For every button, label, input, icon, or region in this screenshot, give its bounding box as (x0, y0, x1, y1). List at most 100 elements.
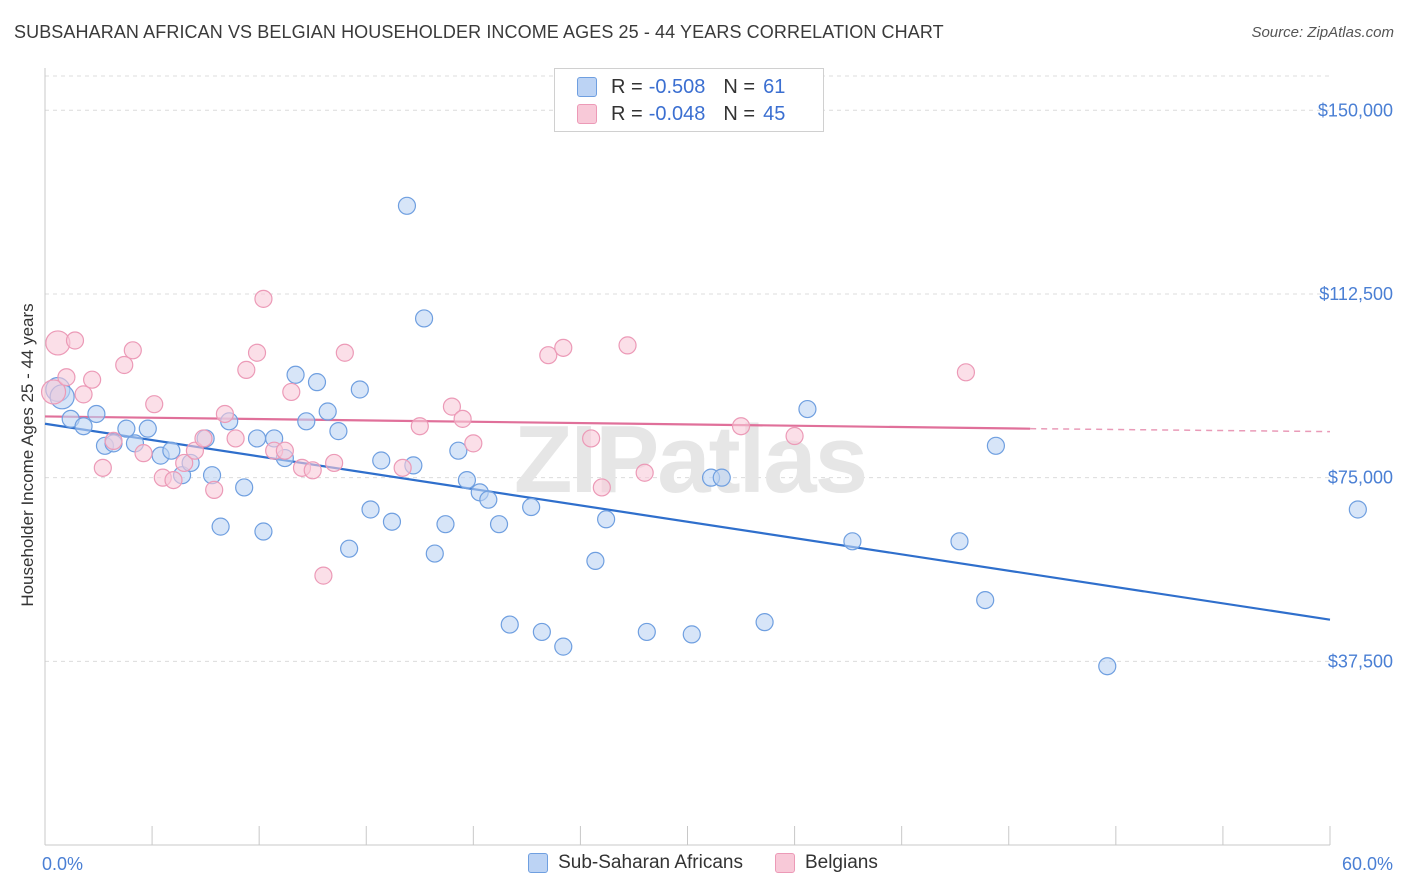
legend-label: Sub-Saharan Africans (558, 852, 743, 873)
point-subsaharan (843, 532, 862, 551)
point-belgian (464, 434, 483, 453)
point-subsaharan (457, 470, 477, 490)
point-subsaharan (372, 451, 391, 470)
point-belgian (314, 566, 333, 585)
point-belgian (554, 338, 573, 357)
point-subsaharan (436, 515, 455, 534)
point-belgian (618, 336, 637, 355)
point-belgian (205, 480, 224, 499)
y-tick-label: $112,500 (1319, 284, 1393, 304)
legend-swatch-pink (577, 104, 597, 124)
point-belgian (74, 385, 93, 404)
point-subsaharan (397, 196, 417, 215)
legend-item-belgians[interactable]: Belgians (774, 852, 878, 874)
point-subsaharan (637, 622, 656, 642)
data-points (40, 196, 1367, 676)
point-belgian (164, 470, 183, 490)
trend-line-belgian (44, 415, 1031, 430)
legend-n-label: N = (723, 75, 756, 98)
point-subsaharan (522, 497, 541, 517)
point-belgian (275, 441, 294, 460)
point-subsaharan (382, 512, 402, 531)
legend-n-label: N = (723, 102, 756, 125)
legend-swatch-blue (577, 77, 597, 97)
point-belgian (104, 431, 123, 451)
point-subsaharan (286, 365, 305, 384)
point-belgian (247, 343, 267, 362)
point-subsaharan (449, 441, 468, 460)
series-legend: Sub-Saharan Africans Belgians (0, 852, 1406, 874)
point-subsaharan (976, 590, 995, 610)
chart-source: Source: ZipAtlas.com (1251, 24, 1394, 41)
legend-label: Belgians (804, 852, 878, 873)
point-belgian (93, 458, 112, 477)
point-subsaharan (138, 419, 157, 438)
axes (44, 68, 1331, 846)
legend-n-value: 45 (763, 102, 786, 125)
point-belgian (442, 397, 462, 416)
point-subsaharan (712, 468, 731, 487)
point-subsaharan (1348, 500, 1367, 519)
legend-swatch-pink (774, 853, 795, 873)
point-belgian (57, 368, 76, 387)
point-subsaharan (235, 478, 254, 497)
point-belgian (325, 453, 344, 473)
chart-title: SUBSAHARAN AFRICAN VS BELGIAN HOUSEHOLDE… (14, 22, 944, 42)
point-belgian (335, 343, 354, 362)
point-subsaharan (247, 429, 267, 448)
point-subsaharan (597, 510, 616, 529)
point-belgian (303, 461, 322, 480)
point-belgian (254, 289, 273, 308)
point-belgian (83, 370, 102, 389)
trend-line-belgian-extrapolated (1030, 427, 1331, 433)
point-subsaharan (329, 422, 348, 441)
point-belgian (731, 417, 751, 436)
point-subsaharan (117, 419, 136, 438)
legend-item-subsaharan[interactable]: Sub-Saharan Africans (528, 852, 743, 874)
point-belgian (226, 429, 245, 448)
x-tick-label: 60.0% (1342, 854, 1393, 874)
point-subsaharan (361, 500, 380, 519)
point-belgian (410, 417, 429, 436)
legend-r-value: -0.508 (648, 75, 706, 98)
point-subsaharan (479, 490, 498, 509)
legend-row-subsaharan: R = -0.508 N = 61 (577, 74, 785, 100)
point-subsaharan (489, 515, 509, 534)
point-subsaharan (307, 373, 327, 392)
tick-labels: $150,000 $112,500 $75,000 $37,500 0.0% 60.0% (42, 100, 1393, 874)
point-belgian (65, 331, 85, 350)
point-subsaharan (554, 637, 573, 656)
point-belgian (175, 453, 194, 473)
point-subsaharan (297, 412, 316, 431)
point-belgian (115, 355, 134, 375)
point-subsaharan (414, 309, 434, 328)
point-belgian (785, 426, 804, 446)
y-axis-label: Householder Income Ages 25 - 44 years (18, 303, 37, 606)
y-tick-label: $75,000 (1328, 468, 1393, 488)
point-belgian (237, 360, 256, 379)
point-subsaharan (500, 615, 519, 634)
point-subsaharan (87, 404, 106, 424)
point-subsaharan (950, 532, 969, 551)
point-subsaharan (350, 380, 369, 399)
x-tick-label: 0.0% (42, 854, 83, 874)
point-subsaharan (798, 399, 817, 419)
point-belgian (453, 409, 472, 428)
legend-swatch-blue (528, 853, 549, 873)
point-belgian (194, 429, 213, 448)
point-subsaharan (986, 436, 1006, 455)
y-tick-label: $150,000 (1318, 100, 1393, 120)
point-subsaharan (74, 417, 93, 436)
legend-r-value: -0.048 (648, 102, 706, 125)
legend-r-label: R = (611, 102, 643, 125)
point-belgian (282, 382, 301, 402)
point-subsaharan (318, 402, 337, 421)
stats-legend: R = -0.508 N = 61 R = -0.048 N = 45 (554, 68, 824, 132)
point-belgian (539, 346, 558, 365)
point-belgian (40, 379, 67, 405)
point-subsaharan (586, 551, 605, 571)
point-subsaharan (425, 544, 444, 563)
y-tick-label: $37,500 (1328, 651, 1393, 671)
point-subsaharan (254, 522, 273, 541)
